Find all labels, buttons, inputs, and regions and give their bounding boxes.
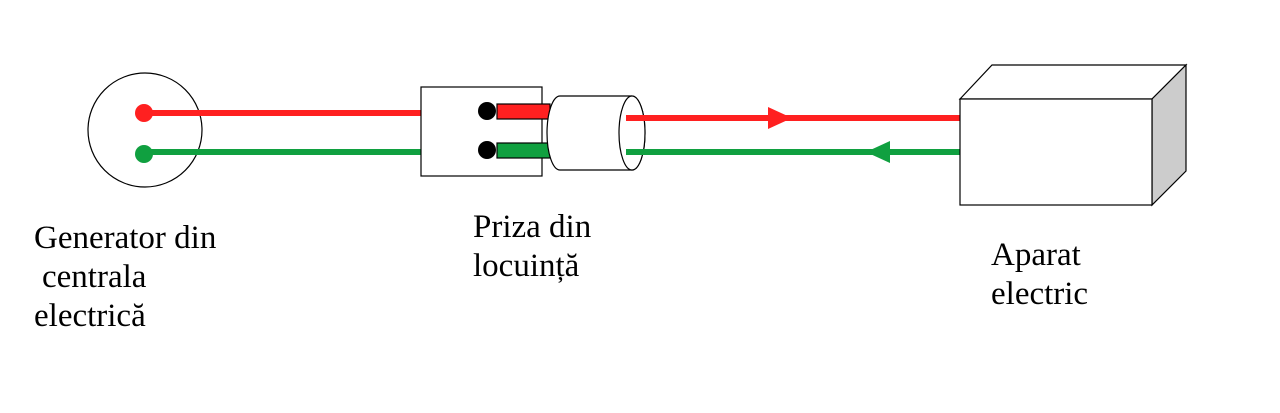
generator — [87, 72, 203, 188]
device-label-line-2: electric — [991, 276, 1089, 312]
socket-box — [420, 86, 543, 177]
plug-pin-neutral — [496, 142, 551, 159]
generator-circle — [87, 72, 203, 188]
plug — [546, 95, 646, 171]
socket-hole-neutral — [478, 141, 496, 159]
socket-label: Priza din locuință — [473, 208, 591, 286]
arrow-neutral-left — [866, 141, 890, 163]
generator-phase-terminal — [135, 104, 153, 122]
device-label-line-1: Aparat — [991, 237, 1081, 273]
electric-device — [958, 63, 1188, 207]
device-top — [958, 64, 1188, 100]
generator-label-line-2: centrala — [42, 259, 147, 295]
generator-neutral-terminal — [135, 145, 153, 163]
generator-label: Generator din centrala electrică — [34, 219, 216, 336]
device-label: Aparat electric — [991, 236, 1088, 314]
plug-pin-phase — [496, 103, 551, 120]
plug-face — [618, 95, 646, 171]
generator-label-line-3: electrică — [34, 298, 146, 334]
generator-label-line-1: Generator din — [34, 220, 217, 256]
socket-label-line-2: locuință — [473, 248, 580, 284]
socket — [420, 86, 551, 177]
socket-hole-phase — [478, 102, 496, 120]
arrow-phase-right — [768, 107, 792, 129]
device-front — [959, 98, 1153, 206]
socket-label-line-1: Priza din — [473, 209, 592, 245]
